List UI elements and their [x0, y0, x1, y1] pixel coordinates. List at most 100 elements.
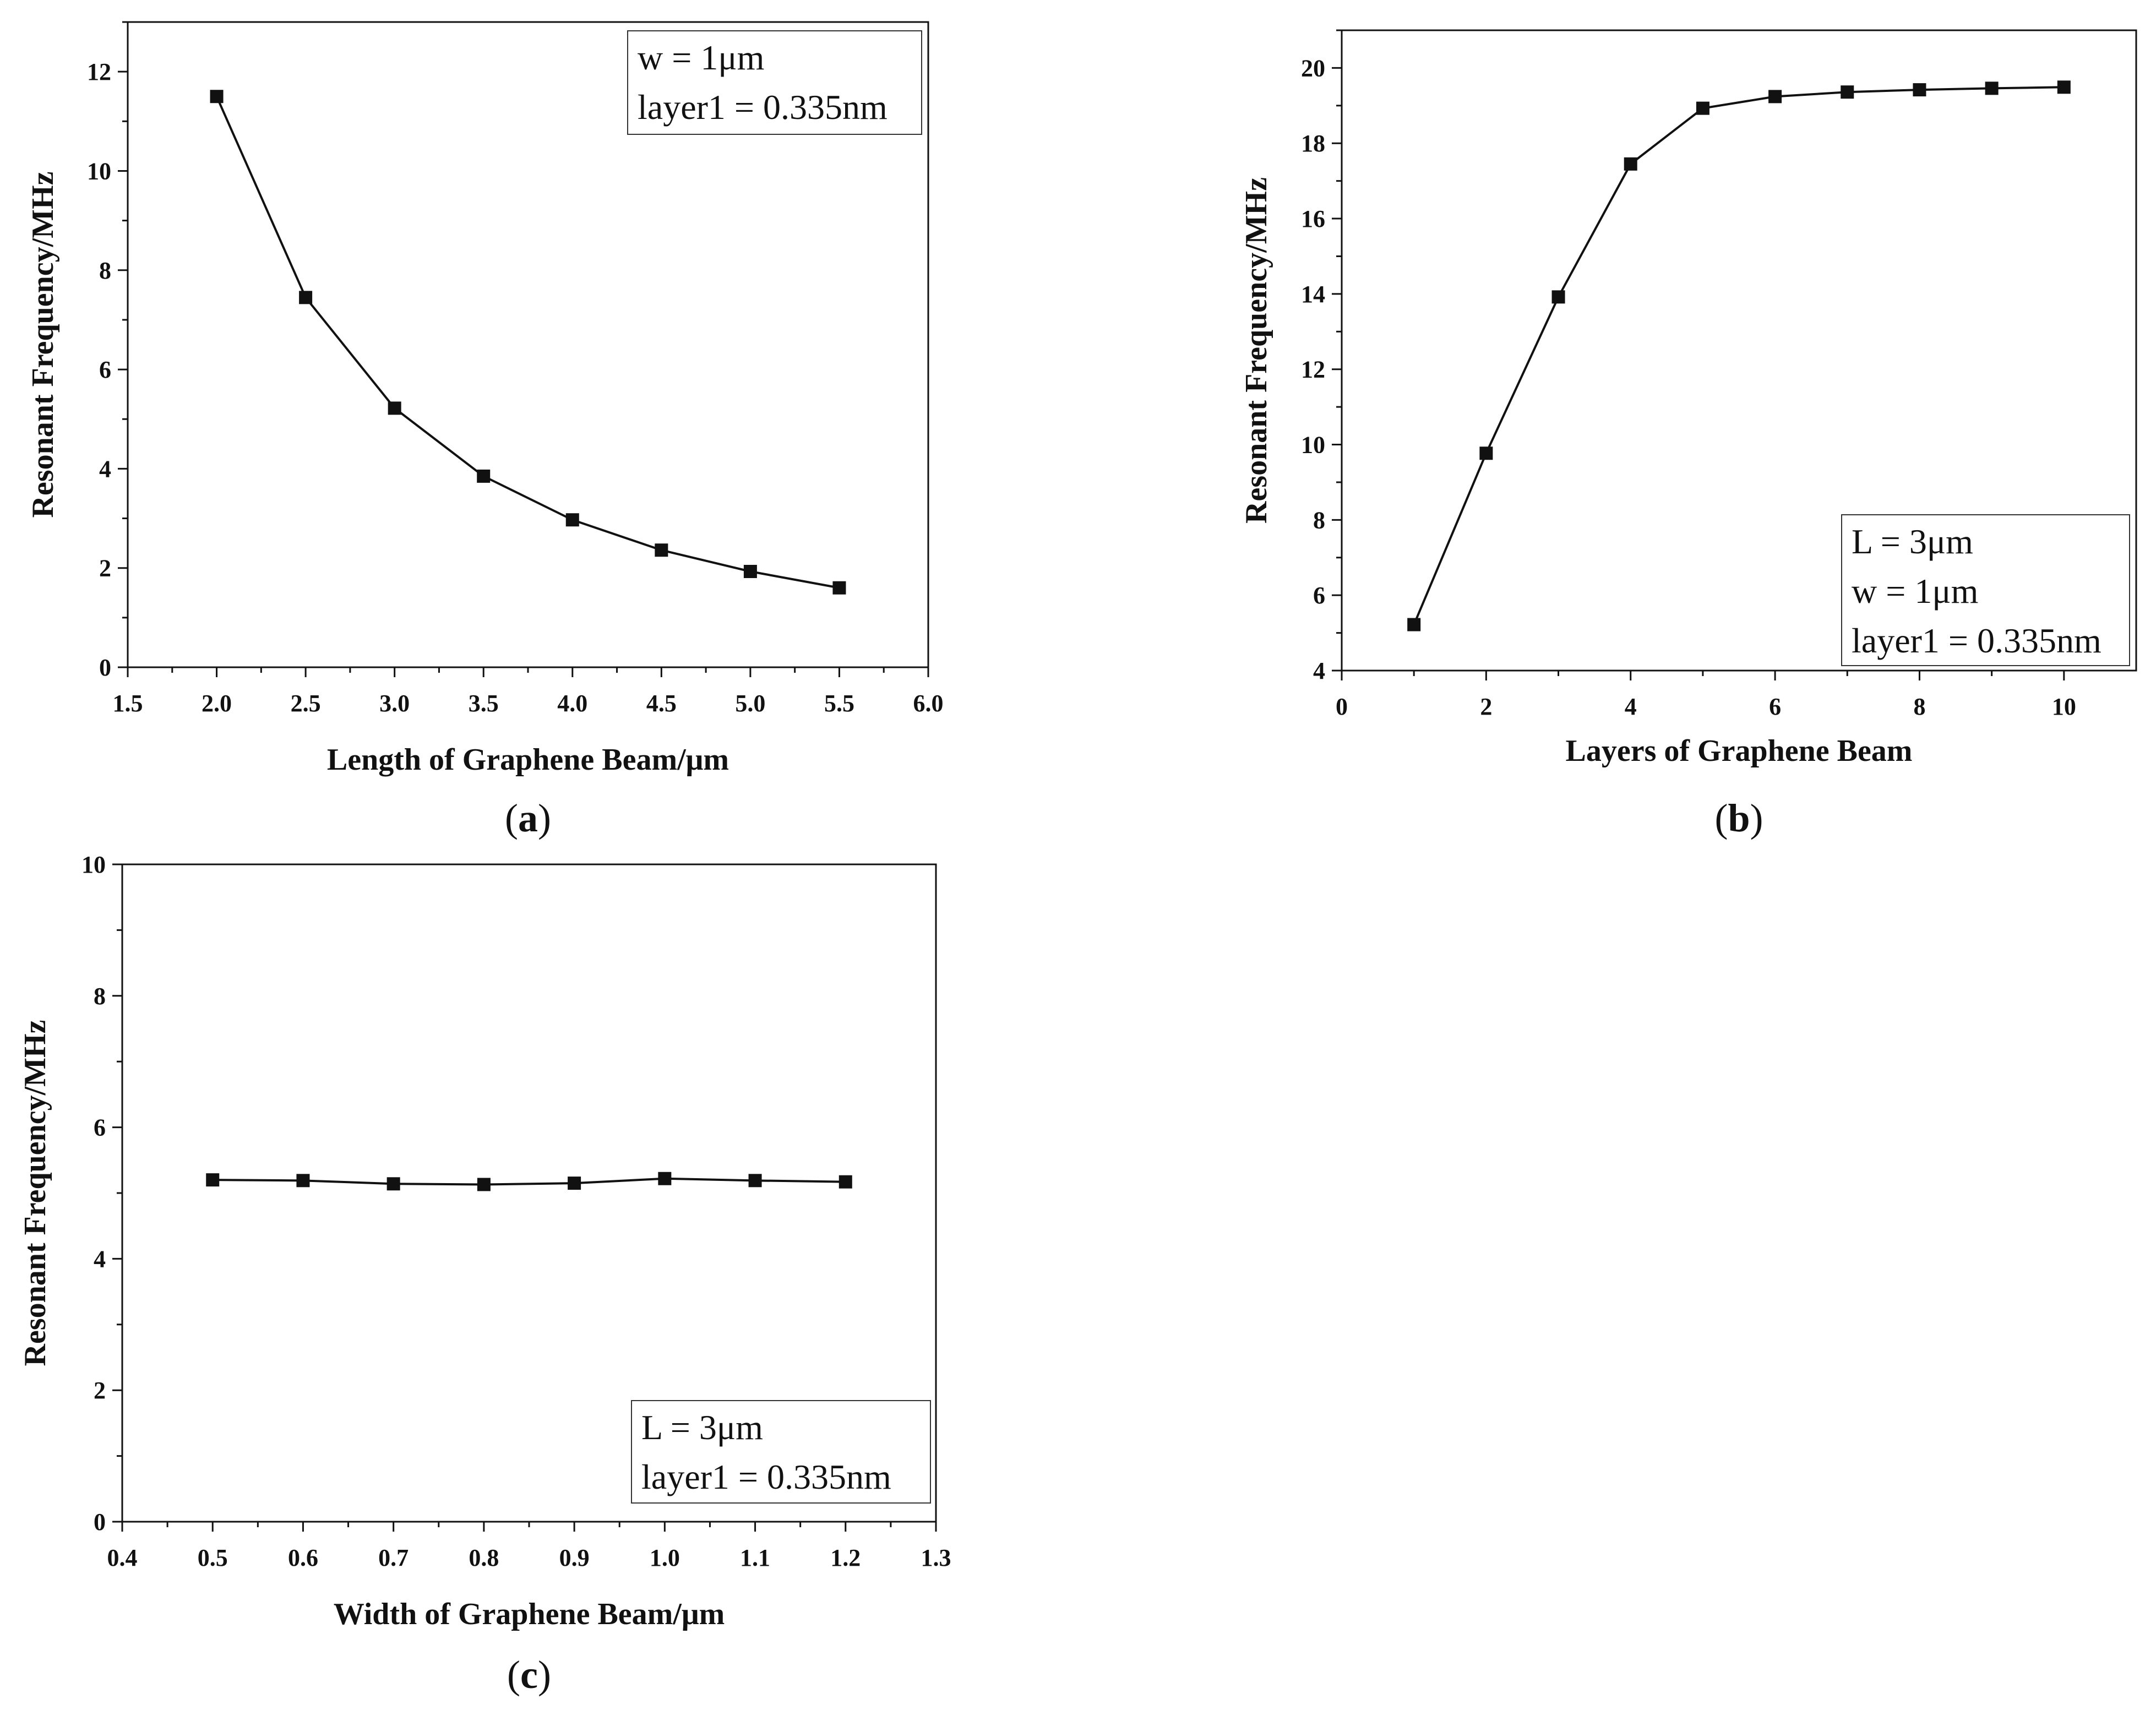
y-axis-label: Resonant Frequency/MHz — [18, 1020, 52, 1366]
data-point — [655, 543, 668, 557]
data-point — [477, 469, 491, 483]
data-point — [296, 1174, 310, 1188]
legend-box — [631, 1400, 931, 1504]
data-point — [832, 581, 846, 595]
y-tick-label: 12 — [1301, 356, 1325, 383]
y-tick-label: 6 — [99, 356, 111, 383]
legend-box — [627, 30, 922, 135]
x-tick-label: 4.5 — [646, 690, 677, 717]
x-tick-label: 10 — [2052, 693, 2076, 720]
y-tick-label: 8 — [99, 257, 111, 284]
data-point — [1985, 81, 1999, 95]
x-tick-label: 1.3 — [921, 1544, 951, 1571]
data-point — [743, 565, 757, 579]
y-tick-label: 10 — [81, 851, 106, 878]
data-point — [1768, 90, 1782, 104]
y-tick-label: 10 — [1301, 432, 1325, 459]
data-point — [1407, 618, 1421, 631]
data-point — [206, 1173, 220, 1187]
x-tick-label: 1.1 — [740, 1544, 770, 1571]
y-tick-label: 0 — [94, 1508, 106, 1535]
data-point — [477, 1178, 491, 1191]
x-tick-label: 4 — [1625, 693, 1637, 720]
x-tick-label: 1.2 — [830, 1544, 861, 1571]
y-tick-label: 6 — [94, 1114, 106, 1141]
x-tick-label: 6.0 — [913, 690, 944, 717]
x-tick-label: 2.0 — [202, 690, 232, 717]
x-axis-label: Layers of Graphene Beam — [1566, 734, 1913, 768]
x-tick-label: 6 — [1769, 693, 1781, 720]
x-tick-label: 3.0 — [379, 690, 410, 717]
y-tick-label: 12 — [87, 58, 111, 85]
data-point — [1624, 157, 1637, 171]
y-tick-label: 2 — [99, 555, 111, 582]
data-point — [1479, 446, 1493, 460]
plot-frame — [1341, 29, 2137, 672]
data-point — [839, 1175, 852, 1189]
data-point — [388, 401, 401, 415]
data-point — [748, 1174, 762, 1188]
x-tick-label: 5.5 — [824, 690, 854, 717]
y-tick-label: 18 — [1301, 130, 1325, 157]
x-tick-label: 0.8 — [469, 1544, 499, 1571]
data-point — [565, 513, 579, 527]
y-tick-label: 8 — [1313, 507, 1325, 533]
x-tick-label: 0.9 — [559, 1544, 590, 1571]
x-tick-label: 2 — [1480, 693, 1492, 720]
data-point — [568, 1177, 581, 1190]
legend-entry: layer1 = 0.335nm — [1852, 621, 2101, 660]
data-point — [1696, 101, 1709, 115]
y-tick-label: 4 — [94, 1245, 106, 1272]
y-tick-label: 2 — [94, 1377, 106, 1404]
y-tick-label: 8 — [94, 983, 106, 1010]
data-point — [658, 1172, 672, 1185]
x-axis-label: Width of Graphene Beam/μm — [334, 1597, 725, 1631]
y-tick-label: 4 — [1313, 657, 1325, 684]
y-axis-label: Resonant Frequency/MHz — [26, 172, 60, 518]
legend-entry: layer1 = 0.335nm — [638, 88, 888, 127]
panel-caption: (a) — [505, 796, 551, 840]
series-line — [215, 96, 840, 589]
y-tick-label: 16 — [1301, 205, 1325, 232]
y-tick-label: 10 — [87, 157, 111, 184]
data-point — [1913, 83, 1926, 97]
y-tick-label: 4 — [99, 455, 111, 482]
data-point — [386, 1177, 400, 1191]
x-tick-label: 2.5 — [291, 690, 321, 717]
x-tick-label: 8 — [1913, 693, 1925, 720]
panel-caption: (b) — [1714, 796, 1763, 840]
x-tick-label: 1.0 — [650, 1544, 680, 1571]
x-tick-label: 0.4 — [107, 1544, 138, 1571]
x-tick-label: 3.5 — [469, 690, 499, 717]
legend-entry: w = 1μm — [638, 38, 764, 77]
chart-panel-b: 0 2 4 6 8 10 4 6 8 10 12 14 16 18 20 Layers of Graphene… — [1239, 29, 2137, 840]
data-point — [2057, 80, 2071, 94]
chart-panel-c: 0.4 0.5 0.6 0.7 0.8 0.9 1.0 1.1 1.2 1.3 0 2 4 6 8 10 Wid… — [18, 851, 951, 1697]
y-tick-label: 0 — [99, 654, 111, 681]
x-tick-label: 5.0 — [735, 690, 765, 717]
x-tick-label: 4.0 — [557, 690, 587, 717]
legend-entry: layer1 = 0.335nm — [641, 1457, 891, 1496]
legend-entry: L = 3μm — [641, 1408, 763, 1447]
chart-panel-a: 1.5 2.0 2.5 3.0 3.5 4.0 4.5 5.0 5.5 6.0 0 2 4 6 8 10 12 L… — [26, 21, 944, 840]
x-tick-label: 0.5 — [198, 1544, 228, 1571]
series-line — [213, 1177, 846, 1186]
panel-caption: (c) — [507, 1653, 551, 1697]
legend-entry: L = 3μm — [1852, 522, 1973, 561]
data-point — [1551, 290, 1565, 304]
series-line — [1413, 86, 2064, 625]
x-tick-label: 0.7 — [378, 1544, 409, 1571]
legend-box — [1841, 514, 2130, 666]
y-axis-label: Resonant Frequency/MHz — [1239, 177, 1273, 524]
x-tick-label: 1.5 — [113, 690, 143, 717]
data-point — [299, 291, 313, 304]
x-tick-label: 0 — [1336, 693, 1348, 720]
y-tick-label: 20 — [1301, 55, 1325, 81]
y-tick-label: 6 — [1313, 582, 1325, 609]
data-point — [1841, 85, 1854, 99]
data-point — [210, 90, 224, 104]
legend-entry: w = 1μm — [1852, 571, 1978, 611]
x-axis-label: Length of Graphene Beam/μm — [327, 743, 729, 777]
